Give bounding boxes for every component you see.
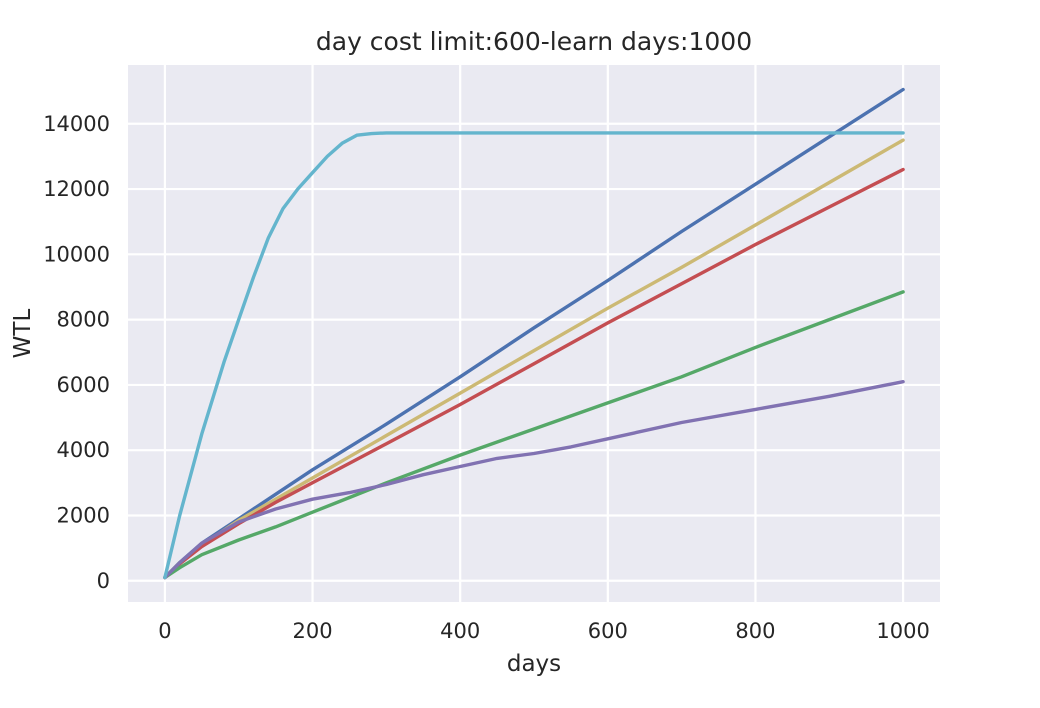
y-tick-label: 2000 <box>57 503 110 527</box>
y-tick-label: 4000 <box>57 438 110 462</box>
y-tick-label: 12000 <box>43 177 110 201</box>
series-line-6 <box>163 131 905 580</box>
y-tick-label: 6000 <box>57 373 110 397</box>
grid <box>128 65 940 602</box>
x-tick-labels: 0 200 400 600 800 1000 <box>158 619 930 643</box>
x-tick-label: 600 <box>588 619 628 643</box>
x-tick-label: 400 <box>440 619 480 643</box>
series-line-5 <box>163 380 905 580</box>
x-tick-label: 0 <box>158 619 171 643</box>
x-axis-label: days <box>507 651 561 677</box>
x-tick-label: 800 <box>735 619 775 643</box>
y-tick-label: 14000 <box>43 112 110 136</box>
y-tick-labels: 0 2000 4000 6000 8000 10000 12000 14000 <box>43 112 110 593</box>
chart-title: day cost limit:600-learn days:1000 <box>316 27 752 56</box>
x-tick-label: 200 <box>292 619 332 643</box>
y-tick-label: 8000 <box>57 308 110 332</box>
series-line-3 <box>163 167 905 580</box>
y-axis-label: WTL <box>10 309 36 359</box>
x-tick-label: 1000 <box>876 619 929 643</box>
series-group <box>163 87 905 580</box>
y-tick-label: 10000 <box>43 242 110 266</box>
y-tick-label: 0 <box>97 569 110 593</box>
